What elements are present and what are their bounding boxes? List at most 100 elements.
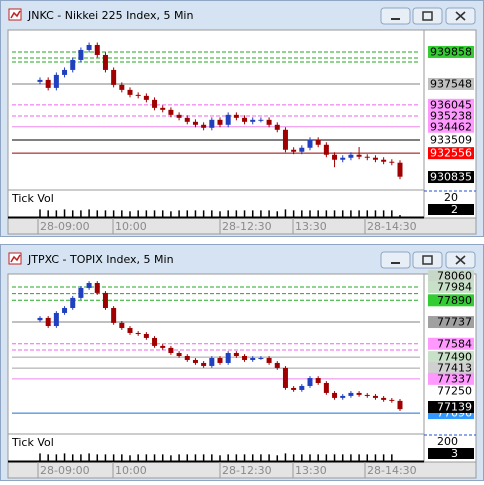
minimize-button[interactable] xyxy=(381,8,410,24)
candle-body xyxy=(275,125,280,130)
price-label: 939858 xyxy=(430,45,472,58)
candle-body xyxy=(398,163,403,177)
volume-title: Tick Vol xyxy=(11,192,54,205)
maximize-button[interactable] xyxy=(413,8,442,24)
volume-bar xyxy=(97,210,99,217)
time-label: 28-09:00 xyxy=(40,464,90,477)
time-label: 13:30 xyxy=(295,464,327,477)
volume-bar xyxy=(178,454,180,461)
candle-body xyxy=(62,308,67,313)
volume-last-label: 2 xyxy=(451,203,458,216)
volume-bar xyxy=(309,210,311,217)
volume-bar xyxy=(367,454,369,461)
volume-bar xyxy=(72,454,74,461)
candle-body xyxy=(103,55,108,70)
candle-body xyxy=(357,155,362,157)
price-label: 933509 xyxy=(430,133,472,146)
candle-body xyxy=(348,155,353,158)
price-label: 77337 xyxy=(437,372,472,385)
candle-body xyxy=(234,353,239,356)
candle-body xyxy=(340,158,345,160)
candle-body xyxy=(389,162,394,163)
volume-bar xyxy=(252,210,254,217)
volume-bar xyxy=(121,210,123,217)
candle-body xyxy=(193,360,198,363)
volume-bar xyxy=(342,210,344,217)
price-label: 77984 xyxy=(437,280,472,293)
volume-bar xyxy=(383,210,385,217)
close-button[interactable] xyxy=(446,8,475,24)
candle-body xyxy=(111,70,116,85)
minimize-button[interactable] xyxy=(381,252,410,268)
volume-bar xyxy=(137,210,139,217)
candle-body xyxy=(78,50,83,60)
volume-bar xyxy=(97,454,99,461)
volume-bar xyxy=(195,454,197,461)
volume-bar xyxy=(367,210,369,217)
candle-body xyxy=(87,283,92,288)
volume-bar xyxy=(391,454,393,461)
volume-bar xyxy=(358,454,360,461)
volume-bar xyxy=(309,454,311,461)
candle-body xyxy=(381,160,386,162)
price-label: 77890 xyxy=(437,294,472,307)
volume-bar xyxy=(211,210,213,217)
volume-panel xyxy=(8,434,424,462)
candle-body xyxy=(177,115,182,118)
volume-bar xyxy=(301,210,303,217)
volume-bar xyxy=(391,210,393,217)
candle-body xyxy=(54,313,59,326)
volume-bar xyxy=(334,210,336,217)
candle-body xyxy=(185,356,190,360)
volume-bar xyxy=(244,454,246,461)
volume-bar xyxy=(137,454,139,461)
candle-body xyxy=(54,75,59,88)
volume-bar xyxy=(317,210,319,217)
candle-body xyxy=(324,383,329,393)
volume-bar xyxy=(113,454,115,461)
candle-body xyxy=(226,115,231,125)
candle-body xyxy=(38,80,43,82)
volume-bar xyxy=(203,210,205,217)
volume-bar xyxy=(129,211,131,217)
candle-body xyxy=(168,110,173,115)
volume-bar xyxy=(375,210,377,217)
time-label: 28-12:30 xyxy=(222,220,272,233)
volume-bar xyxy=(277,455,279,461)
candle-body xyxy=(136,95,141,96)
price-label: 77737 xyxy=(437,316,472,329)
volume-bar xyxy=(113,210,115,217)
volume-bar xyxy=(260,210,262,217)
candle-body xyxy=(70,60,75,70)
candle-body xyxy=(357,393,362,395)
volume-title: Tick Vol xyxy=(11,436,54,449)
minimize-button-face xyxy=(381,252,410,268)
volume-bar xyxy=(170,455,172,461)
maximize-button[interactable] xyxy=(413,252,442,268)
candle-body xyxy=(193,122,198,125)
candle-body xyxy=(38,318,43,320)
volume-bar xyxy=(154,210,156,217)
close-button[interactable] xyxy=(446,252,475,268)
volume-bar xyxy=(187,210,189,217)
volume-bar xyxy=(211,454,213,461)
candle-body xyxy=(185,118,190,122)
volume-bar xyxy=(236,210,238,217)
time-label: 28-09:00 xyxy=(40,220,90,233)
volume-bar xyxy=(219,455,221,461)
candle-body xyxy=(87,45,92,50)
volume-bar xyxy=(334,454,336,461)
volume-bar xyxy=(350,210,352,217)
volume-bar xyxy=(285,453,287,461)
price-label: 77584 xyxy=(437,337,472,350)
candle-body xyxy=(119,323,124,328)
volume-bar xyxy=(154,454,156,461)
volume-bar xyxy=(317,454,319,461)
candle-body xyxy=(365,157,370,158)
volume-bar xyxy=(162,210,164,217)
volume-bar xyxy=(268,454,270,461)
price-label: 930835 xyxy=(430,171,472,184)
volume-bar xyxy=(293,454,295,461)
candle-body xyxy=(316,140,321,145)
volume-bar xyxy=(47,454,49,461)
